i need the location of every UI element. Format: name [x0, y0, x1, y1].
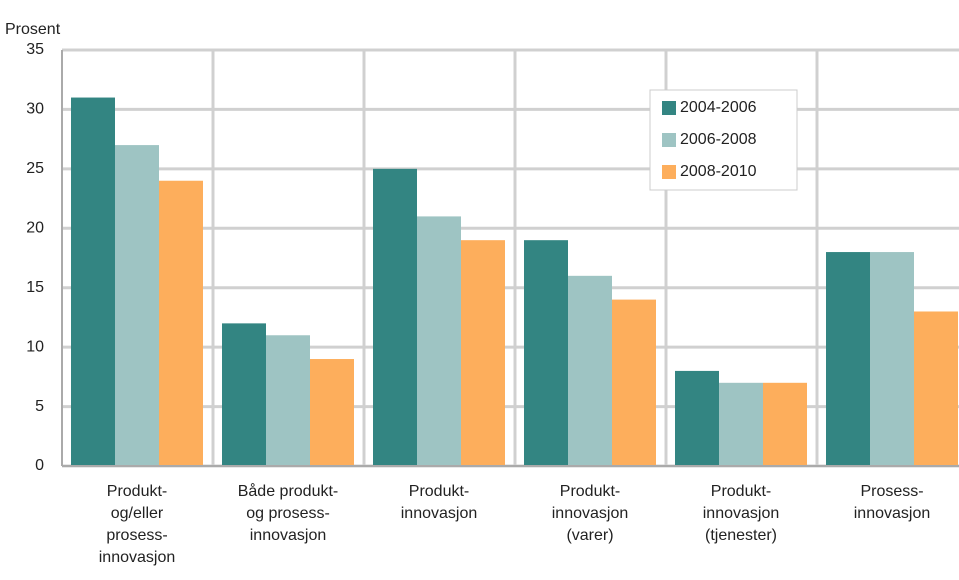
bar	[870, 252, 914, 466]
x-tick-label: Prosess- innovasjon	[853, 483, 931, 522]
bar	[719, 382, 763, 466]
y-tick-label: 15	[26, 279, 44, 296]
y-tick-label: 25	[26, 160, 44, 177]
y-tick-label: 0	[35, 457, 44, 474]
bar	[159, 180, 203, 466]
y-tick-label: 20	[26, 220, 44, 237]
bar	[373, 168, 417, 466]
x-tick-label: Produkt- og/eller prosess- innovasjon	[98, 483, 176, 566]
bar	[914, 311, 958, 466]
legend-swatch	[662, 101, 676, 115]
legend-label: 2004-2006	[680, 99, 757, 116]
bar	[763, 382, 807, 466]
x-tick-label: Produkt- innovasjon (varer)	[551, 483, 629, 544]
x-tick-label: Produkt- innovasjon	[400, 483, 478, 522]
bar	[266, 335, 310, 466]
bar	[222, 323, 266, 466]
bar	[524, 240, 568, 466]
y-tick-label: 10	[26, 338, 44, 355]
legend-label: 2006-2008	[680, 131, 757, 148]
y-axis-label: Prosent	[5, 21, 61, 38]
bar	[826, 252, 870, 466]
legend-swatch	[662, 133, 676, 147]
bar	[568, 275, 612, 466]
bar	[71, 97, 115, 467]
y-tick-label: 35	[26, 41, 44, 58]
bar	[675, 370, 719, 466]
bar	[612, 299, 656, 466]
bar	[461, 240, 505, 466]
x-tick-label: Både produkt- og prosess- innovasjon	[237, 483, 339, 544]
y-tick-label: 30	[26, 101, 44, 118]
y-tick-label: 5	[35, 398, 44, 415]
bar	[115, 145, 159, 467]
x-tick-label: Produkt- innovasjon (tjenester)	[702, 483, 780, 544]
legend-swatch	[662, 165, 676, 179]
legend-label: 2008-2010	[680, 163, 757, 180]
bar	[417, 216, 461, 466]
bar	[310, 359, 354, 466]
